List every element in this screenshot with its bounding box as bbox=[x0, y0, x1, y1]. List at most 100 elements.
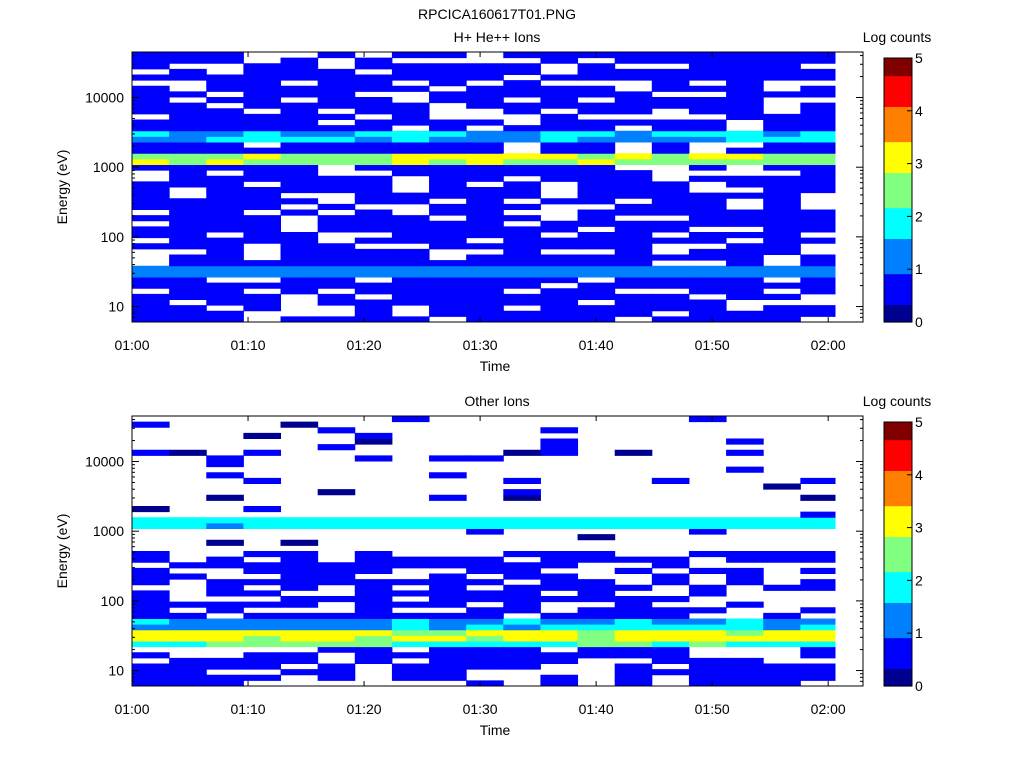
heatmap-cell bbox=[391, 652, 430, 659]
heatmap-cell bbox=[688, 237, 727, 244]
heatmap-cell bbox=[280, 158, 319, 165]
heatmap-cell bbox=[651, 181, 690, 188]
heatmap-cell bbox=[280, 584, 319, 591]
heatmap-cell bbox=[800, 153, 836, 160]
heatmap-cell bbox=[354, 164, 393, 171]
colorbar-tick-label: 1 bbox=[915, 625, 923, 641]
heatmap-cell bbox=[503, 102, 541, 109]
heatmap-cell bbox=[726, 52, 764, 59]
colorbar-segment bbox=[884, 435, 912, 441]
heatmap-cell bbox=[243, 293, 282, 300]
heatmap-cell bbox=[688, 522, 727, 529]
heatmap-cell bbox=[726, 220, 764, 227]
heatmap-cell bbox=[800, 556, 836, 563]
heatmap-cell bbox=[206, 494, 244, 501]
heatmap-cell bbox=[206, 226, 244, 233]
heatmap-cell bbox=[540, 91, 579, 98]
heatmap-cell bbox=[540, 254, 579, 261]
heatmap-cell bbox=[614, 265, 653, 272]
heatmap-cell bbox=[132, 293, 170, 300]
heatmap-cell bbox=[317, 153, 356, 160]
heatmap-cell bbox=[614, 271, 653, 278]
heatmap-cell bbox=[614, 641, 653, 648]
heatmap-cell bbox=[577, 68, 616, 75]
heatmap-cell bbox=[614, 102, 653, 109]
heatmap-cell bbox=[577, 130, 616, 137]
heatmap-cell bbox=[540, 271, 579, 278]
heatmap-cell bbox=[206, 579, 244, 586]
heatmap-cell bbox=[169, 203, 207, 210]
colorbar-segment bbox=[884, 584, 912, 590]
heatmap-cell bbox=[503, 652, 541, 659]
heatmap-cell bbox=[206, 265, 244, 272]
colorbar-tick-label: 3 bbox=[915, 156, 923, 172]
heatmap-cell bbox=[429, 601, 467, 608]
heatmap-cell bbox=[726, 147, 764, 154]
heatmap-cell bbox=[763, 198, 801, 205]
colorbar-segment bbox=[884, 650, 912, 656]
heatmap-cell bbox=[800, 652, 836, 659]
heatmap-cell bbox=[169, 657, 207, 664]
heatmap-cell bbox=[614, 601, 653, 608]
heatmap-cell bbox=[688, 517, 727, 524]
heatmap-cell bbox=[726, 466, 764, 473]
heatmap-cell bbox=[354, 260, 393, 267]
heatmap-cell bbox=[429, 522, 467, 529]
heatmap-cell bbox=[614, 192, 653, 199]
heatmap-cell bbox=[132, 641, 170, 648]
heatmap-cell bbox=[688, 248, 727, 255]
heatmap-cell bbox=[614, 663, 653, 670]
heatmap-cell bbox=[800, 108, 836, 115]
heatmap-cell bbox=[391, 517, 430, 524]
heatmap-cell bbox=[354, 596, 393, 603]
plot-frame bbox=[131, 415, 864, 687]
heatmap-cell bbox=[726, 449, 764, 456]
heatmap-cell bbox=[466, 226, 504, 233]
heatmap-cell bbox=[540, 427, 579, 434]
heatmap-cell bbox=[206, 562, 244, 569]
heatmap-cell bbox=[800, 209, 836, 216]
heatmap-cell bbox=[280, 164, 319, 171]
heatmap-cell bbox=[577, 534, 616, 541]
heatmap-cell bbox=[800, 113, 836, 120]
heatmap-cell bbox=[280, 669, 319, 676]
colorbar-segment bbox=[884, 242, 912, 248]
heatmap-cell bbox=[651, 80, 690, 87]
heatmap-cell bbox=[726, 68, 764, 75]
heatmap-cell bbox=[206, 108, 244, 115]
heatmap-cell bbox=[317, 635, 356, 642]
heatmap-cell bbox=[429, 187, 467, 194]
heatmap-cell bbox=[391, 102, 430, 109]
heatmap-cell bbox=[132, 299, 170, 306]
heatmap-cell bbox=[726, 657, 764, 664]
heatmap-cell bbox=[800, 477, 836, 484]
heatmap-cell bbox=[577, 108, 616, 115]
heatmap-cell bbox=[280, 108, 319, 115]
heatmap-cell bbox=[280, 113, 319, 120]
heatmap-cell bbox=[651, 119, 690, 126]
heatmap-cell bbox=[503, 607, 541, 614]
heatmap-cell bbox=[726, 63, 764, 70]
heatmap-cell bbox=[466, 293, 504, 300]
heatmap-cell bbox=[169, 243, 207, 250]
heatmap-cell bbox=[429, 63, 467, 70]
heatmap-cell bbox=[651, 85, 690, 92]
heatmap-cell bbox=[800, 119, 836, 126]
heatmap-cell bbox=[391, 136, 430, 143]
heatmap-cell bbox=[317, 299, 356, 306]
heatmap-cell bbox=[540, 556, 579, 563]
heatmap-cell bbox=[614, 158, 653, 165]
heatmap-cell bbox=[503, 663, 541, 670]
heatmap-cell bbox=[614, 669, 653, 676]
heatmap-cell bbox=[651, 596, 690, 603]
heatmap-cell bbox=[354, 130, 393, 137]
heatmap-cell bbox=[169, 449, 207, 456]
heatmap-cell bbox=[132, 680, 170, 687]
heatmap-cell bbox=[800, 522, 836, 529]
heatmap-cell bbox=[614, 652, 653, 659]
heatmap-cell bbox=[206, 181, 244, 188]
colorbar-segment bbox=[884, 474, 912, 480]
heatmap-cell bbox=[651, 629, 690, 636]
colorbar-tick-label: 0 bbox=[915, 678, 923, 694]
heatmap-cell bbox=[540, 674, 579, 681]
